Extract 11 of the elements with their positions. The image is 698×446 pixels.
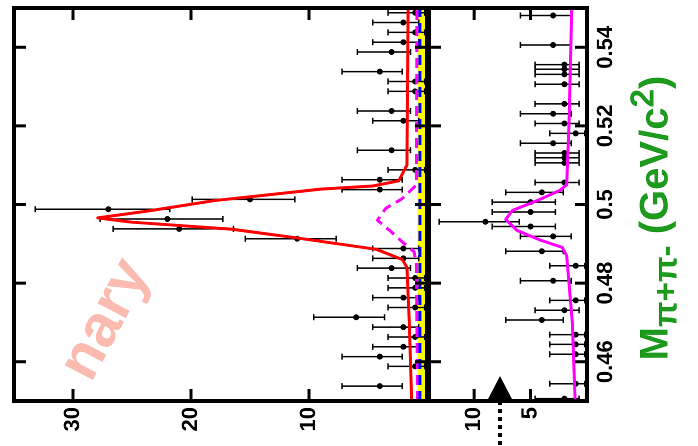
y-tick-label: 0.48 xyxy=(592,262,618,305)
y-tick-label: 0.54 xyxy=(592,25,618,69)
x-tick-label: 30 xyxy=(59,407,84,432)
x-tick-label: 5 xyxy=(516,407,542,420)
annotation: nary xyxy=(43,246,162,390)
x-tick-label: 20 xyxy=(177,407,202,432)
y-tick-label: 0.52 xyxy=(592,104,618,148)
x-tick-label: 10 xyxy=(460,407,486,432)
x-tick-label: 10 xyxy=(295,407,320,432)
y-tick-label: 0.5 xyxy=(592,189,618,220)
y-tick-label: 0.46 xyxy=(592,340,618,384)
